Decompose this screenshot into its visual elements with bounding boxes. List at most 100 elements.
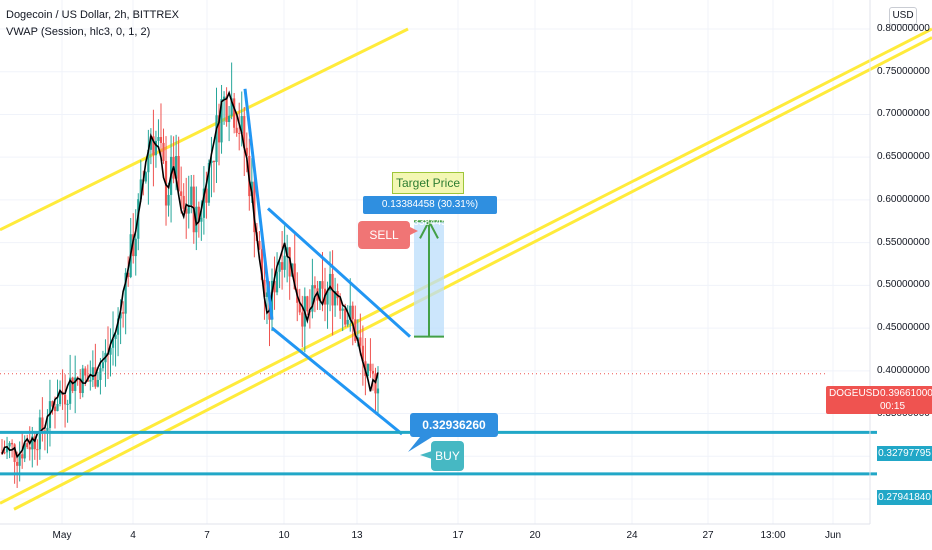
- measure-label[interactable]: 0.13384458 (30.31%) 13384458: [363, 196, 497, 228]
- candlesticks: [0, 62, 380, 488]
- candle-body: [293, 263, 296, 290]
- candle-body: [263, 279, 266, 297]
- price-axis-tick: 0.40000000: [877, 364, 930, 376]
- candle-body: [111, 339, 115, 348]
- candle-body: [177, 156, 180, 192]
- time-axis-tick: May: [52, 530, 72, 541]
- candle-body: [96, 379, 99, 387]
- candle-body: [235, 127, 238, 133]
- candle-body: [253, 181, 256, 233]
- candle-body: [190, 186, 193, 205]
- candle-body: [321, 281, 324, 289]
- buy-price-callout[interactable]: 0.32936260: [410, 413, 498, 437]
- candle-body: [79, 378, 82, 394]
- candle-body: [69, 377, 72, 404]
- candle-body: [16, 461, 19, 466]
- time-axis-tick: 4: [130, 530, 136, 541]
- price-axis-tick: 0.60000000: [877, 193, 930, 205]
- falling-wedge[interactable]: [243, 88, 412, 436]
- candle-body: [149, 136, 152, 150]
- vwap-line: [1, 90, 379, 459]
- target-measure[interactable]: [408, 219, 444, 459]
- candle-body: [139, 179, 142, 200]
- candle-body: [243, 116, 246, 148]
- currency-badge[interactable]: USD: [889, 7, 917, 25]
- candle-body: [220, 98, 223, 143]
- price-tag-symbol: DOGEUSD: [829, 388, 880, 399]
- candle-body: [334, 291, 337, 306]
- sell-pointer: [410, 227, 418, 235]
- buy-pointer: [420, 451, 432, 459]
- candle-body: [313, 285, 317, 289]
- candle-body: [46, 427, 49, 433]
- time-axis-tick: 13: [351, 530, 363, 541]
- candle-body: [157, 137, 160, 141]
- candle-body: [270, 280, 274, 320]
- candle-body: [326, 290, 329, 305]
- symbol-legend[interactable]: Dogecoin / US Dollar, 2h, BITTREX: [6, 9, 180, 21]
- candle-body: [114, 334, 117, 340]
- candle-body: [159, 137, 163, 143]
- candle-body: [91, 367, 94, 380]
- candle-body: [63, 394, 67, 405]
- candle-body: [187, 204, 190, 214]
- candle-body: [286, 247, 289, 256]
- candle-body: [182, 195, 185, 209]
- candle-body: [283, 255, 286, 270]
- candle-body: [127, 272, 130, 278]
- candle-body: [217, 115, 221, 143]
- price-axis-tick: 0.80000000: [877, 23, 930, 34]
- candle-body: [122, 312, 125, 314]
- candle-body: [66, 403, 69, 405]
- candle-body: [341, 308, 344, 311]
- candle-body: [306, 296, 309, 312]
- candle-body: [33, 436, 36, 450]
- measure-arrowhead: [419, 219, 439, 239]
- candle-body: [26, 443, 29, 448]
- candle-body: [74, 377, 77, 391]
- candle-body: [228, 115, 231, 123]
- candle-body: [318, 281, 322, 301]
- candle-body: [13, 444, 16, 462]
- candle-body: [225, 96, 228, 123]
- candle-body: [200, 217, 203, 222]
- candle-body: [147, 149, 150, 173]
- candle-body: [369, 363, 372, 371]
- candle-body: [222, 96, 226, 99]
- time-axis-tick: 13:00: [760, 530, 786, 541]
- level-tag-1[interactable]: 0.32797795: [877, 446, 932, 461]
- candle-body: [245, 147, 248, 156]
- candle-body: [134, 238, 137, 257]
- candle-body: [124, 272, 127, 314]
- time-axis-tick: 7: [204, 530, 210, 541]
- candle-body: [18, 454, 21, 466]
- last-price-tag[interactable]: DOGEUSD 0.39661000 00:15: [826, 386, 932, 414]
- candle-body: [167, 194, 170, 206]
- candle-body: [361, 345, 364, 362]
- candle-body: [81, 368, 84, 394]
- price-axis-tick: 0.65000000: [877, 151, 930, 163]
- candle-body: [238, 132, 241, 134]
- yellow-channel-lines: [0, 27, 932, 511]
- candle-body: [197, 206, 200, 222]
- price-callout-pointer: [408, 437, 432, 452]
- channel-line: [0, 27, 409, 232]
- price-tag-countdown: 00:15: [880, 401, 906, 412]
- candle-body: [260, 249, 264, 280]
- candle-body: [298, 302, 301, 313]
- sell-callout[interactable]: SELL: [358, 221, 410, 249]
- candle-body: [273, 280, 276, 293]
- candle-body: [265, 292, 269, 297]
- candle-body: [366, 363, 370, 376]
- candle-body: [28, 447, 31, 450]
- buy-callout[interactable]: BUY: [431, 441, 464, 471]
- candle-body: [36, 449, 39, 451]
- indicator-legend[interactable]: VWAP (Session, hlc3, 0, 1, 2): [6, 26, 151, 38]
- candle-body: [371, 370, 375, 374]
- level-tag-2[interactable]: 0.27941840: [877, 490, 932, 505]
- candle-body: [116, 318, 120, 335]
- candle-body: [258, 241, 261, 250]
- target-price-label[interactable]: Target Price: [392, 172, 464, 194]
- candle-body: [311, 285, 314, 312]
